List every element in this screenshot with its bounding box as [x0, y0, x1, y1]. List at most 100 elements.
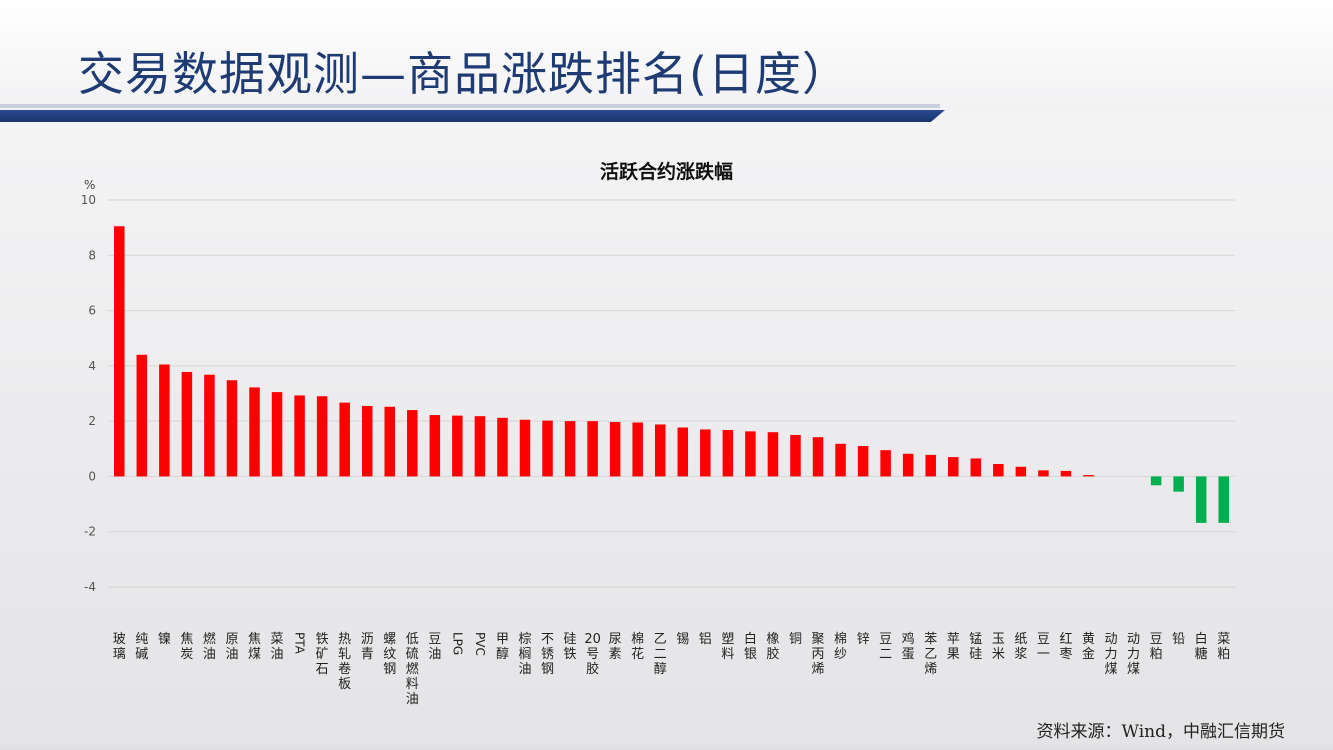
- bar: [1060, 470, 1072, 477]
- bar: [497, 417, 508, 477]
- x-tick-label: 硅铁: [564, 632, 577, 662]
- bar: [294, 395, 305, 477]
- x-tick-label: 动力煤: [1105, 632, 1118, 677]
- bar: [249, 387, 260, 477]
- bar: [114, 226, 125, 477]
- bar: [948, 457, 959, 477]
- y-tick-label: 6: [88, 304, 96, 318]
- x-tick-label: 焦煤: [248, 632, 261, 662]
- x-tick-label: 白银: [744, 631, 757, 662]
- bar: [632, 422, 643, 477]
- page-title: 交易数据观测—商品涨跌排名(日度）: [78, 47, 849, 101]
- x-tick-label: 低硫燃料油: [406, 632, 419, 707]
- x-tick-label: 铝: [699, 632, 712, 647]
- bar: [993, 463, 1004, 477]
- x-tick-label: 豆油: [428, 632, 441, 662]
- x-tick-label: PTA: [293, 632, 307, 655]
- bar: [654, 424, 666, 477]
- bar: [925, 454, 936, 477]
- bar: [1195, 476, 1207, 523]
- source-note: 资料来源：Wind，中融汇信期货: [1036, 722, 1285, 742]
- bar: [970, 458, 982, 477]
- x-tick-label: 聚丙烯: [812, 632, 825, 677]
- bar: [519, 419, 531, 477]
- header-accent-line: [0, 104, 940, 108]
- bar: [880, 450, 891, 477]
- bar: [339, 402, 350, 477]
- bar: [1150, 476, 1162, 486]
- x-tick-label: 镍: [158, 632, 171, 647]
- x-tick-label: 玻璃: [113, 632, 126, 662]
- x-tick-label: 铅: [1172, 632, 1185, 647]
- y-tick-label: 4: [88, 359, 96, 373]
- x-tick-label: 鸡蛋: [902, 631, 915, 662]
- header-background: [0, 0, 1333, 110]
- x-tick-label: 乙二醇: [654, 632, 667, 677]
- x-tick-label: LPG: [450, 632, 464, 655]
- y-tick-label: 10: [81, 193, 96, 207]
- bar: [902, 453, 914, 477]
- header-bar: [0, 110, 945, 122]
- x-tick-label: 燃油: [203, 631, 216, 662]
- y-tick-label: 8: [88, 248, 96, 262]
- bar: [474, 416, 486, 477]
- x-tick-label: 螺纹钢: [383, 632, 396, 677]
- x-tick-label: 棉纱: [834, 632, 847, 662]
- chart-title: 活跃合约涨跌幅: [599, 161, 733, 183]
- x-tick-label: 豆二: [879, 632, 892, 662]
- x-tick-label: 白糖: [1195, 631, 1208, 662]
- bar: [361, 405, 373, 477]
- bar: [767, 432, 779, 477]
- x-tick-label: 棉花: [631, 632, 644, 662]
- x-tick-label: 甲醇: [496, 632, 509, 662]
- x-tick-label: 热轧卷板: [338, 632, 351, 692]
- y-tick-label: -2: [84, 525, 96, 539]
- x-tick-label: 20 号胶: [584, 632, 601, 677]
- bar: [700, 429, 711, 477]
- bar: [452, 415, 463, 477]
- x-tick-label: 菜油: [271, 632, 284, 662]
- x-tick-label: 豆一: [1037, 632, 1050, 662]
- bar: [542, 420, 553, 477]
- x-tick-label: 铁矿石: [316, 632, 329, 677]
- x-tick-label: 塑料: [721, 632, 734, 662]
- bar: [722, 429, 734, 477]
- x-tick-label: 锡: [676, 632, 689, 647]
- y-tick-label: -4: [84, 580, 96, 594]
- x-tick-label: 尿素: [609, 632, 622, 662]
- x-tick-label: 豆粕: [1150, 632, 1163, 662]
- x-tick-label: 锰硅: [969, 632, 982, 662]
- bar: [429, 415, 441, 477]
- bar: [226, 380, 238, 477]
- x-tick-label: 动力煤: [1127, 632, 1140, 677]
- bar: [1083, 475, 1094, 477]
- bar: [159, 364, 170, 477]
- y-tick-label: 2: [88, 414, 96, 428]
- x-tick-label: PVC: [473, 632, 487, 656]
- bar: [745, 431, 756, 477]
- x-tick-label: 苹果: [947, 632, 960, 662]
- bar: [1015, 466, 1027, 477]
- x-tick-label: 橡胶: [766, 632, 779, 662]
- bar: [316, 396, 328, 477]
- x-tick-label: 铜: [789, 632, 802, 647]
- x-tick-label: 黄金: [1082, 632, 1095, 662]
- x-tick-label: 焦炭: [180, 632, 193, 662]
- bar: [407, 410, 418, 477]
- x-tick-label: 苯乙烯: [924, 632, 937, 677]
- bar: [384, 406, 395, 477]
- footer-line: [0, 745, 1333, 750]
- x-tick-label: 玉米: [992, 632, 1005, 662]
- bar: [790, 434, 801, 477]
- x-tick-label: 纸浆: [1014, 632, 1027, 662]
- x-tick-label: 棕榈油: [518, 632, 531, 677]
- bar: [136, 354, 148, 477]
- bar: [587, 421, 598, 477]
- bar: [609, 421, 621, 477]
- bar: [204, 374, 215, 477]
- x-tick-label: 锌: [857, 632, 870, 647]
- y-axis-unit: %: [84, 178, 95, 192]
- x-tick-label: 纯碱: [135, 632, 148, 662]
- bar: [271, 392, 283, 477]
- x-tick-label: 菜粕: [1217, 632, 1230, 662]
